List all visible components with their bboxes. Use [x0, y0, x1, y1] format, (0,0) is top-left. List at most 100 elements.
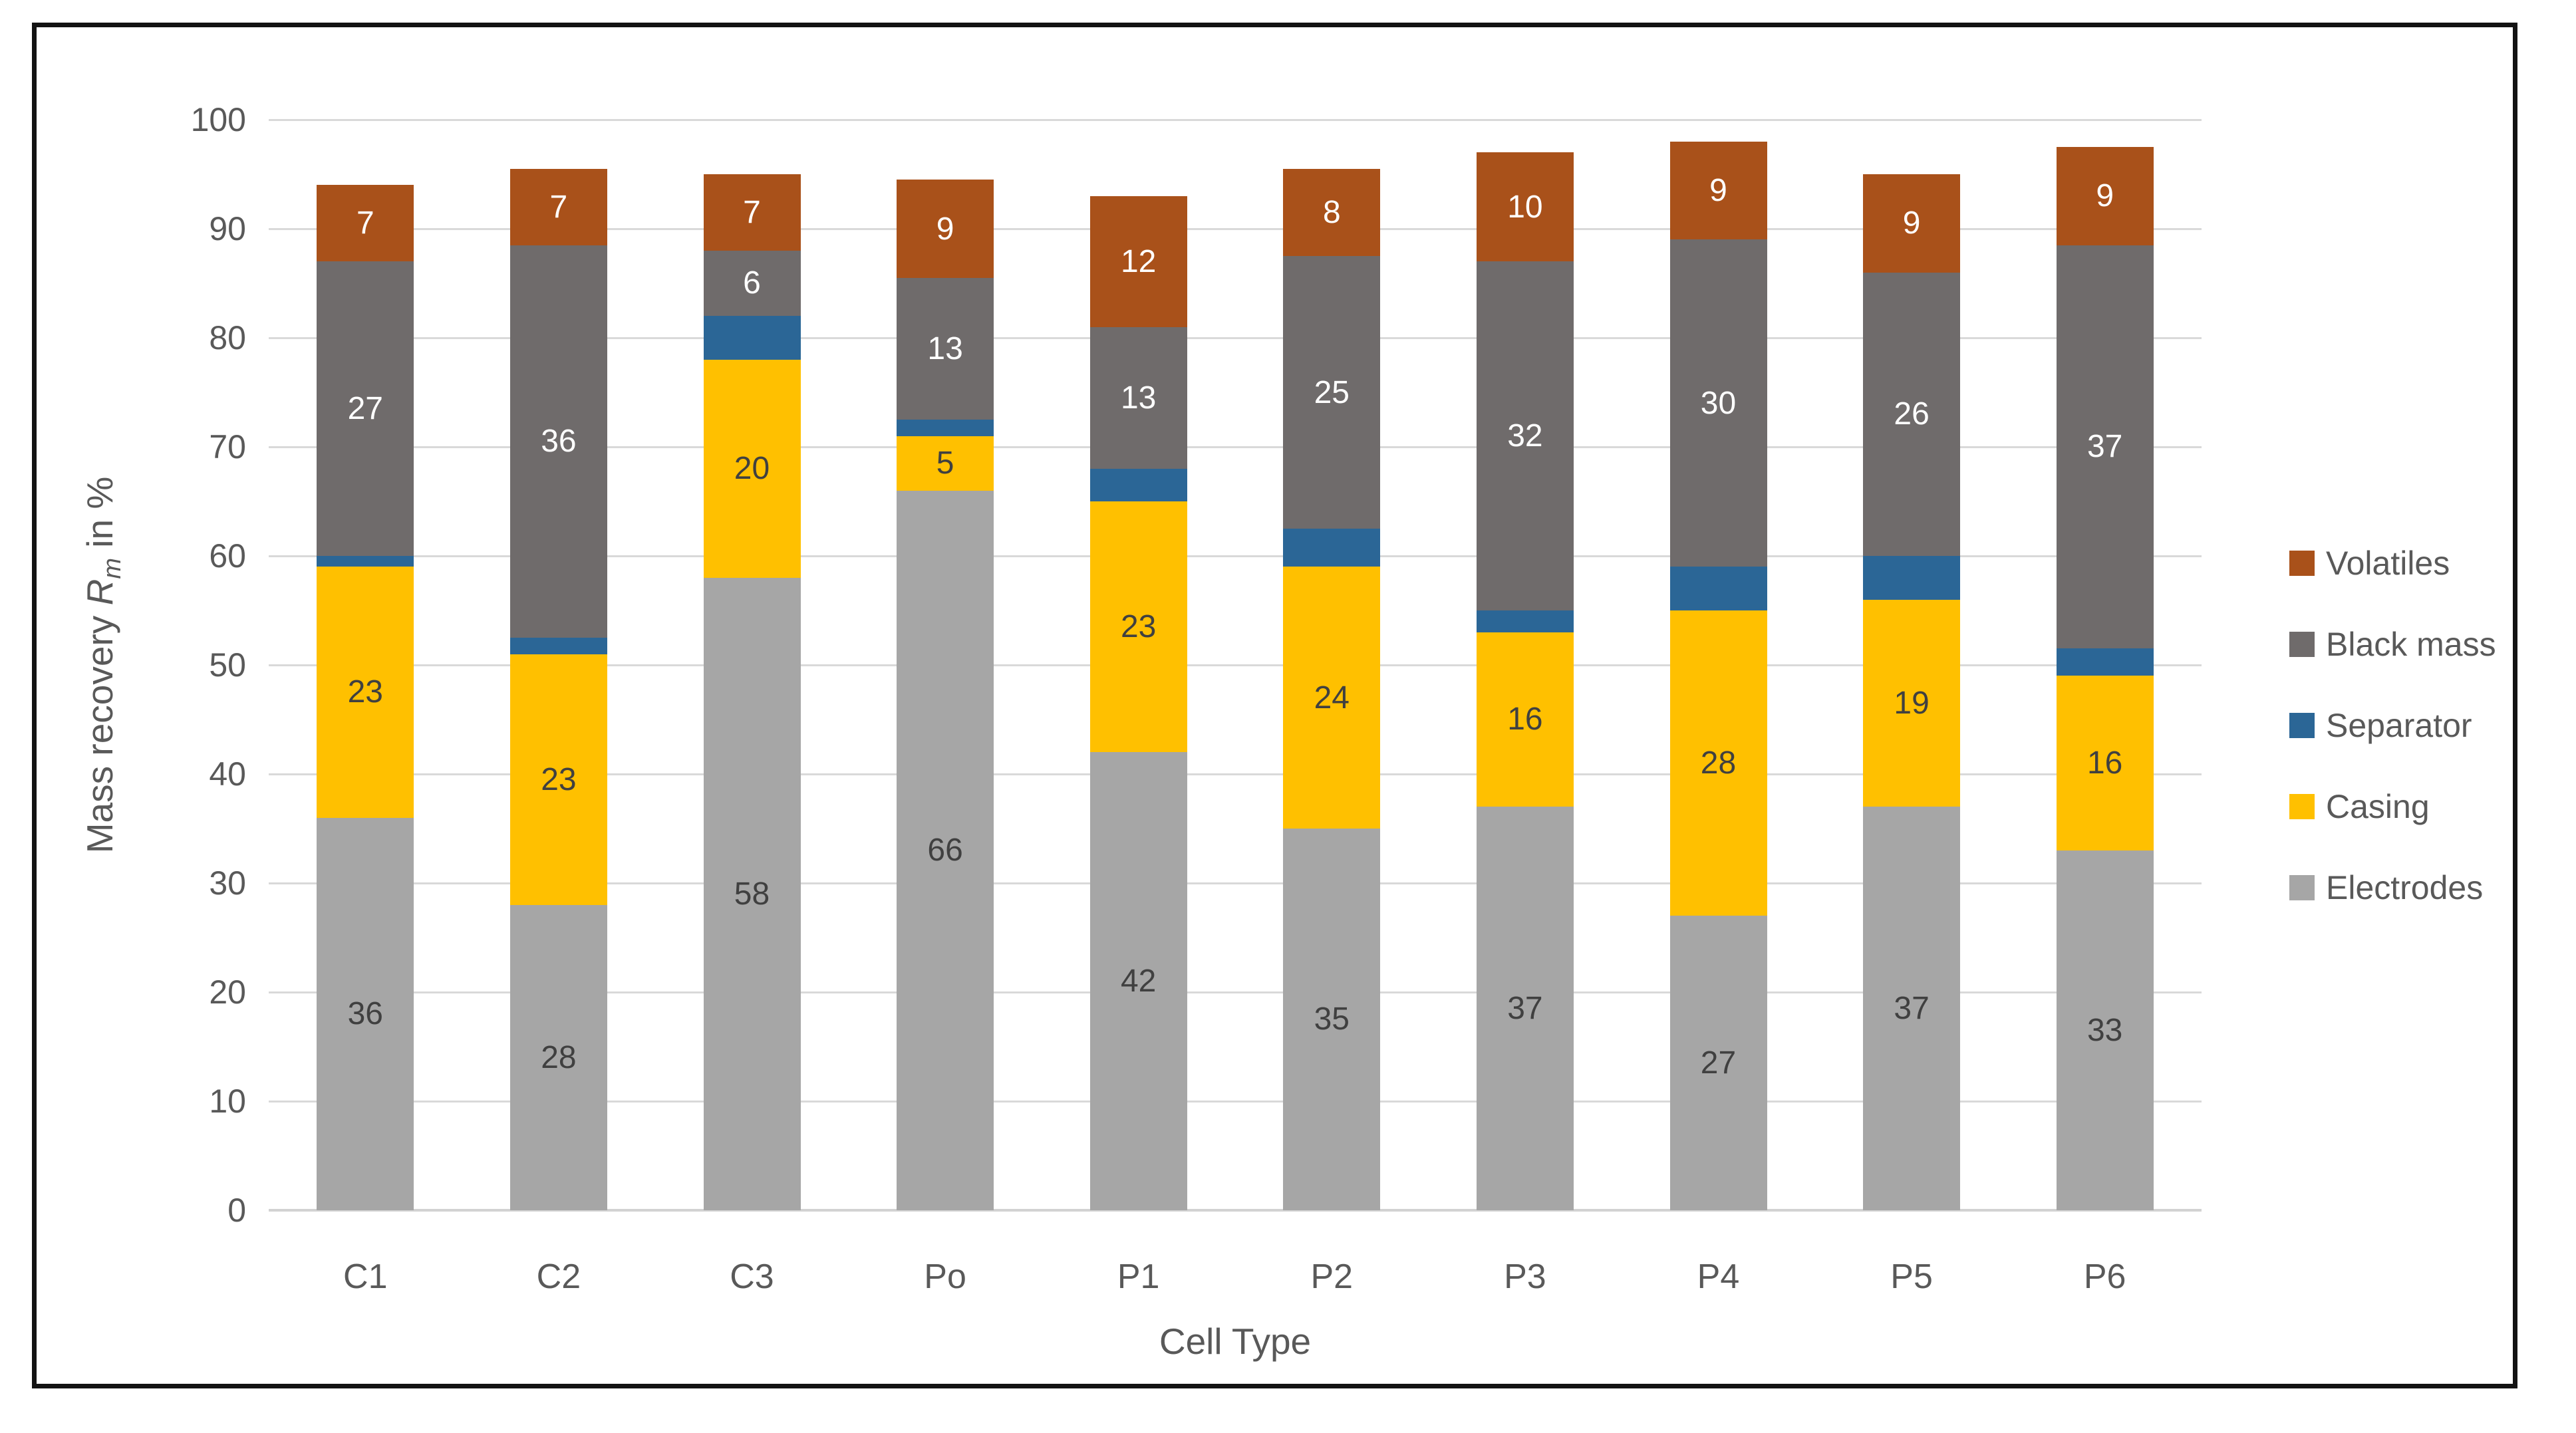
segment-casing: 16 [2056, 676, 2154, 850]
plot-area: 7 27 23 36 7 36 23 28 7 6 20 58 9 13 5 66 12 13 23 42 8 25 24 3… [269, 118, 2202, 1212]
y-tick-label: 10 [209, 1083, 246, 1120]
y-tick-label: 90 [209, 210, 246, 247]
segment-black-mass: 25 [1283, 256, 1381, 529]
segment-data-label: 16 [1507, 702, 1543, 737]
segment-data-label: 7 [549, 189, 568, 225]
segment-data-label: 32 [1507, 418, 1543, 454]
gridline [269, 555, 2202, 557]
bar-po: 9 13 5 66 [897, 180, 994, 1210]
y-tick-label: 40 [209, 755, 246, 793]
segment-volatiles: 9 [1863, 174, 1961, 273]
segment-black-mass: 13 [897, 277, 994, 420]
segment-data-label: 12 [1120, 243, 1157, 279]
gridline [269, 227, 2202, 230]
segment-electrodes: 66 [897, 490, 994, 1210]
x-tick-label-p6: P6 [2083, 1257, 2126, 1296]
segment-separator [509, 638, 607, 654]
segment-data-label: 7 [356, 205, 374, 241]
segment-data-label: 27 [1700, 1045, 1737, 1081]
x-tick-label-c3: C3 [730, 1257, 774, 1296]
x-tick-label-p2: P2 [1310, 1257, 1354, 1296]
segment-data-label: 7 [743, 194, 761, 230]
x-tick-label-c1: C1 [343, 1257, 388, 1296]
legend-label: Black mass [2326, 626, 2496, 663]
legend-item-volatiles: Volatiles [2289, 543, 2450, 583]
segment-data-label: 9 [2096, 178, 2114, 214]
segment-black-mass: 26 [1863, 272, 1961, 556]
legend-swatch-icon [2289, 794, 2315, 819]
bar-p6: 9 37 16 33 [2056, 147, 2154, 1210]
segment-separator [1669, 567, 1767, 610]
segment-separator [2056, 648, 2154, 676]
segment-volatiles: 9 [2056, 147, 2154, 245]
legend-swatch-icon [2289, 875, 2315, 900]
segment-data-label: 13 [1120, 380, 1157, 416]
segment-data-label: 66 [927, 833, 963, 868]
x-axis-line [269, 1209, 2202, 1212]
segment-data-label: 36 [541, 424, 577, 459]
segment-data-label: 6 [743, 265, 761, 301]
segment-data-label: 36 [347, 996, 383, 1032]
legend-item-electrodes: Electrodes [2289, 868, 2483, 908]
gridline [269, 773, 2202, 775]
bar-p5: 9 26 19 37 [1863, 174, 1961, 1210]
segment-casing: 24 [1283, 567, 1381, 829]
y-tick-label: 80 [209, 319, 246, 356]
segment-casing: 28 [1669, 610, 1767, 916]
segment-volatiles: 9 [897, 180, 994, 278]
segment-data-label: 10 [1507, 189, 1543, 225]
segment-data-label: 24 [1314, 680, 1350, 716]
segment-volatiles: 12 [1089, 195, 1187, 327]
y-axis-title-variable: R [79, 579, 120, 606]
segment-data-label: 28 [541, 1039, 577, 1075]
segment-data-label: 58 [734, 876, 770, 912]
segment-data-label: 5 [936, 446, 954, 481]
segment-electrodes: 33 [2056, 850, 2154, 1210]
segment-data-label: 35 [1314, 1001, 1350, 1037]
bar-c3: 7 6 20 58 [703, 174, 801, 1210]
legend-item-casing: Casing [2289, 787, 2430, 827]
segment-electrodes: 36 [317, 817, 414, 1210]
bar-c2: 7 36 23 28 [509, 168, 607, 1210]
segment-data-label: 37 [1894, 991, 1930, 1027]
segment-data-label: 28 [1700, 745, 1737, 781]
segment-data-label: 23 [541, 761, 577, 797]
segment-electrodes: 27 [1669, 916, 1767, 1210]
segment-data-label: 37 [1507, 991, 1543, 1027]
y-tick-label: 70 [209, 428, 246, 465]
segment-casing: 23 [509, 654, 607, 905]
segment-volatiles: 10 [1476, 152, 1574, 262]
segment-black-mass: 27 [317, 261, 414, 556]
segment-data-label: 9 [936, 211, 954, 247]
x-tick-label-c2: C2 [536, 1257, 581, 1296]
gridline [269, 336, 2202, 339]
x-tick-label-p1: P1 [1117, 1257, 1160, 1296]
legend-swatch-icon [2289, 713, 2315, 738]
segment-electrodes: 37 [1476, 807, 1574, 1210]
segment-separator [1863, 555, 1961, 600]
segment-data-label: 25 [1314, 374, 1350, 410]
bar-p4: 9 30 28 27 [1669, 141, 1767, 1210]
segment-volatiles: 7 [509, 168, 607, 245]
bar-p2: 8 25 24 35 [1283, 168, 1381, 1210]
segment-data-label: 42 [1120, 964, 1157, 999]
segment-electrodes: 35 [1283, 828, 1381, 1210]
segment-data-label: 8 [1322, 194, 1341, 230]
segment-data-label: 30 [1700, 385, 1737, 421]
segment-data-label: 20 [734, 451, 770, 487]
y-tick-label: 30 [209, 864, 246, 902]
legend-item-black-mass: Black mass [2289, 624, 2496, 664]
bar-c1: 7 27 23 36 [317, 185, 414, 1210]
legend-swatch-icon [2289, 632, 2315, 657]
segment-electrodes: 42 [1089, 752, 1187, 1210]
segment-volatiles: 7 [703, 174, 801, 251]
segment-black-mass: 32 [1476, 261, 1574, 610]
segment-casing: 16 [1476, 632, 1574, 807]
segment-data-label: 13 [927, 330, 963, 366]
y-tick-label: 60 [209, 537, 246, 575]
segment-volatiles: 9 [1669, 141, 1767, 240]
x-tick-label-p4: P4 [1697, 1257, 1740, 1296]
segment-data-label: 19 [1894, 685, 1930, 721]
segment-data-label: 27 [347, 391, 383, 427]
legend-label: Separator [2326, 707, 2472, 744]
